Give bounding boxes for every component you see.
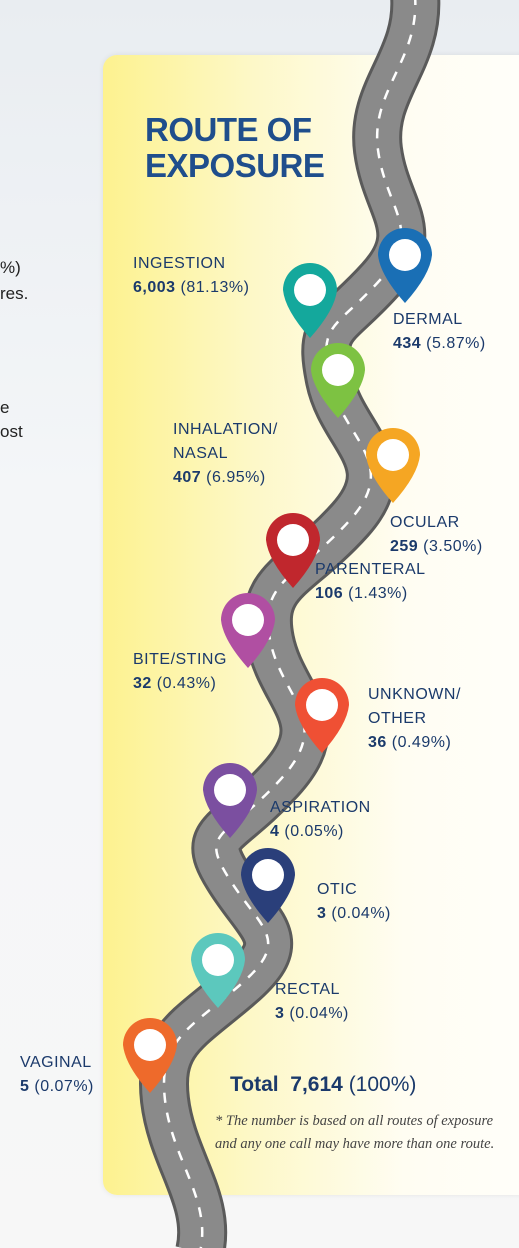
route-count: 6,003 [133,279,176,296]
route-count: 4 [270,823,279,840]
pin-center [306,689,338,721]
route-name: DERMAL [393,308,486,332]
route-name: RECTAL [275,978,349,1002]
route-stat: 36 (0.49%) [368,731,461,755]
route-percent: (0.04%) [289,1005,349,1022]
route-count: 36 [368,734,387,751]
pin-center [202,944,234,976]
infographic: {"fragments": ["%)", "res.", "e", "ost"]… [0,0,519,1248]
pin-center [252,859,284,891]
route-percent: (5.87%) [426,335,486,352]
route-percent: (0.05%) [284,823,344,840]
total-percent: (100%) [349,1073,417,1096]
total: Total 7,614 (100%) [230,1073,416,1097]
pin-center [277,524,309,556]
pin-center [214,774,246,806]
route-count: 5 [20,1078,29,1095]
route-count: 32 [133,675,152,692]
route-stat: 32 (0.43%) [133,672,227,696]
road [164,0,415,1248]
route-percent: (3.50%) [423,538,483,555]
route-count: 3 [275,1005,284,1022]
route-stat: 259 (3.50%) [390,535,483,559]
route-stat: 407 (6.95%) [173,466,278,490]
route-name: OCULAR [390,511,483,535]
title: ROUTE OF EXPOSURE [145,112,320,184]
total-count: 7,614 [290,1073,343,1096]
route-percent: (0.07%) [34,1078,94,1095]
route-percent: (1.43%) [348,585,408,602]
route-name: OTIC [317,878,391,902]
route-name: INHALATION/ [173,418,278,442]
route-count: 434 [393,335,421,352]
pin-center [389,239,421,271]
route-percent: (6.95%) [206,469,266,486]
route-percent: (0.43%) [157,675,217,692]
route-stat: 434 (5.87%) [393,332,486,356]
route-percent: (0.49%) [392,734,452,751]
pin-center [322,354,354,386]
route-percent: (81.13%) [181,279,250,296]
route-stat: 106 (1.43%) [315,582,426,606]
footnote: * The number is based on all routes of e… [215,1110,515,1156]
route-count: 259 [390,538,418,555]
route-stat: 5 (0.07%) [20,1075,94,1099]
route-name: PARENTERAL [315,558,426,582]
route-count: 3 [317,905,326,922]
route-stat: 6,003 (81.13%) [133,276,249,300]
pin-center [377,439,409,471]
route-name: INGESTION [133,252,249,276]
route-stat: 4 (0.05%) [270,820,371,844]
route-name: BITE/STING [133,648,227,672]
route-percent: (0.04%) [331,905,391,922]
route-count: 106 [315,585,343,602]
route-name: NASAL [173,442,278,466]
route-name: VAGINAL [20,1051,94,1075]
route-name: OTHER [368,707,461,731]
pin-center [134,1029,166,1061]
total-label: Total [230,1073,279,1096]
route-name: ASPIRATION [270,796,371,820]
route-name: UNKNOWN/ [368,683,461,707]
route-count: 407 [173,469,201,486]
route-stat: 3 (0.04%) [317,902,391,926]
pin-center [232,604,264,636]
route-stat: 3 (0.04%) [275,1002,349,1026]
pin-center [294,274,326,306]
